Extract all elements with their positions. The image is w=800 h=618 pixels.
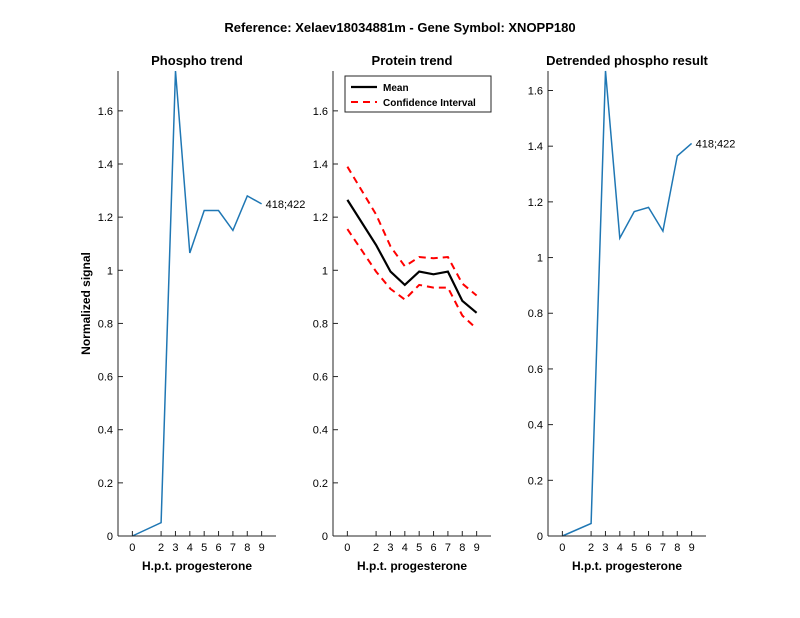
x-tick-label: 8 <box>674 542 680 554</box>
legend-mean-label: Mean <box>383 83 409 94</box>
x-tick-label: 7 <box>445 542 451 554</box>
y-tick-label: 1.4 <box>313 159 328 171</box>
y-tick-label: 0.2 <box>528 475 543 487</box>
y-tick-label: 1.6 <box>313 106 328 118</box>
x-tick-label: 0 <box>344 542 350 554</box>
chart-panels: 00.20.40.60.811.21.41.60 2 3 4 5 6 7 8 9Phospho … <box>79 53 735 573</box>
x-axis-label: H.p.t. progesterone <box>572 559 682 573</box>
y-tick-label: 0.6 <box>528 364 543 376</box>
y-tick-label: 1.4 <box>98 159 113 171</box>
data-line <box>562 70 693 537</box>
ci-lower-line <box>346 228 478 330</box>
legend-box <box>344 75 492 113</box>
y-tick-label: 0.8 <box>313 318 328 330</box>
x-tick-label: 4 <box>187 542 193 554</box>
mean-line <box>346 199 478 314</box>
y-tick-label: 0.4 <box>313 425 328 437</box>
x-tick-label: 4 <box>617 542 623 554</box>
x-tick-label: 3 <box>387 542 393 554</box>
ci-upper-line <box>346 166 478 297</box>
y-axis-label: Normalized signal <box>79 252 93 355</box>
y-tick-label: 1 <box>107 265 113 277</box>
y-tick-label: 0.6 <box>98 372 113 384</box>
x-tick-label: 5 <box>631 542 637 554</box>
x-tick-label: 6 <box>430 542 436 554</box>
y-tick-label: 1.4 <box>528 141 543 153</box>
x-tick-label: 8 <box>459 542 465 554</box>
y-tick-label: 1 <box>537 253 543 265</box>
y-tick-label: 0 <box>537 531 543 543</box>
x-tick-label: 9 <box>259 542 265 554</box>
panel-title: Detrended phospho result <box>546 53 708 68</box>
legend: Mean Confidence Interval <box>344 75 492 113</box>
chart-panel-1: 0 0.2 0.4 0.6 0.8 1 1.2 1.4 1.6 0 2 3 4 5 6 7 8 9 Phospho … <box>79 53 305 573</box>
y-tick-label: 0.2 <box>98 478 113 490</box>
x-tick-label: 7 <box>230 542 236 554</box>
legend-ci-label: Confidence Interval <box>383 98 476 109</box>
x-tick-label: 2 <box>373 542 379 554</box>
x-tick-label: 6 <box>645 542 651 554</box>
x-tick-label: 2 <box>588 542 594 554</box>
series-annotation: 418;422 <box>696 138 736 150</box>
data-line <box>132 70 262 537</box>
x-tick-label: 8 <box>244 542 250 554</box>
x-tick-label: 4 <box>402 542 408 554</box>
x-tick-label: 5 <box>416 542 422 554</box>
y-tick-label: 0 <box>322 531 328 543</box>
x-tick-label: 2 <box>158 542 164 554</box>
y-tick-label: 0.2 <box>313 478 328 490</box>
figure-title: Reference: Xelaev18034881m - Gene Symbol… <box>224 20 575 35</box>
chart-panel-2: 0 0.2 0.4 0.6 0.8 1 1.2 1.4 1.6 0 2 3 4 5 6 7 8 9 Protein … <box>313 53 492 573</box>
y-tick-label: 0.6 <box>313 372 328 384</box>
series-annotation: 418;422 <box>266 199 306 211</box>
y-tick-label: 1.6 <box>528 85 543 97</box>
x-tick-label: 0 <box>129 542 135 554</box>
x-tick-label: 3 <box>172 542 178 554</box>
x-tick-label: 9 <box>474 542 480 554</box>
panel-title: Phospho trend <box>151 53 243 68</box>
y-tick-label: 0 <box>107 531 113 543</box>
x-axis-label: H.p.t. progesterone <box>142 559 252 573</box>
panel-title: Protein trend <box>372 53 453 68</box>
y-tick-label: 0.4 <box>98 425 113 437</box>
x-tick-label: 9 <box>689 542 695 554</box>
x-tick-label: 5 <box>201 542 207 554</box>
y-tick-label: 1.2 <box>313 212 328 224</box>
x-tick-label: 0 <box>559 542 565 554</box>
x-tick-label: 7 <box>660 542 666 554</box>
y-tick-label: 1.2 <box>528 197 543 209</box>
y-tick-label: 0.4 <box>528 420 543 432</box>
y-tick-label: 1.2 <box>98 212 113 224</box>
y-tick-label: 1 <box>322 265 328 277</box>
y-tick-label: 0.8 <box>98 318 113 330</box>
y-tick-label: 1.6 <box>98 106 113 118</box>
x-axis-label: H.p.t. progesterone <box>357 559 467 573</box>
x-tick-label: 6 <box>215 542 221 554</box>
x-tick-label: 3 <box>602 542 608 554</box>
chart-panel-3: 0 0.2 0.4 0.6 0.8 1 1.2 1.4 1.6 0 2 3 4 5 6 7 8 9 Detrende… <box>528 53 736 573</box>
y-tick-label: 0.8 <box>528 308 543 320</box>
